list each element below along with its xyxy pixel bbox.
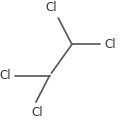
Text: Cl: Cl (104, 38, 116, 51)
Text: Cl: Cl (31, 106, 43, 119)
Text: Cl: Cl (0, 69, 11, 82)
Text: Cl: Cl (45, 1, 57, 14)
